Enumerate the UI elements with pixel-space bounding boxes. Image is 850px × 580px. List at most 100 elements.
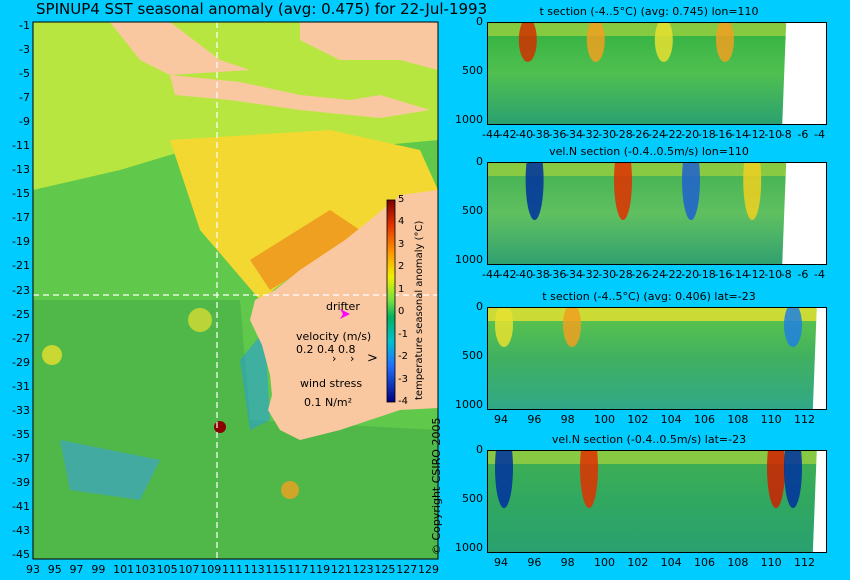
section-anomaly-feature: [563, 307, 581, 347]
section-depth-tick: 0: [476, 155, 483, 168]
section-x-tick: 98: [560, 413, 575, 426]
map-lat-tick-label: -11: [12, 139, 30, 153]
section-x-tick: 100: [594, 556, 615, 569]
map-lon-tick-label: 93: [26, 563, 40, 576]
map-lat-tick-label: -15: [12, 187, 30, 201]
section-anomaly-feature: [614, 162, 632, 220]
section-frame: [487, 450, 827, 553]
section-x-tick: -18: [697, 128, 716, 141]
map-lat-tick-label: -17: [12, 211, 30, 225]
section-x-tick: -34: [565, 128, 583, 141]
section-x-tick: 96: [527, 556, 542, 569]
section-x-tick: 98: [560, 556, 575, 569]
colorbar-tick-label: 1: [398, 283, 405, 295]
section-x-tick: 94: [494, 413, 508, 426]
section-x-tick: 112: [794, 556, 815, 569]
section-x-tick: -10: [764, 268, 783, 281]
section-land-mask: [812, 307, 827, 410]
map-hot-eddy: [214, 421, 226, 433]
map-eddy-2: [188, 308, 212, 332]
section-x-tick: -36: [548, 268, 567, 281]
section-x-tick: -40: [515, 128, 534, 141]
section-depth-tick: 500: [462, 349, 483, 363]
section-x-tick: 104: [660, 556, 682, 569]
section-x-tick: -6: [797, 128, 809, 141]
map-lat-tick-label: -35: [12, 427, 30, 441]
map-lat-tick-label: -9: [19, 115, 30, 129]
section-x-tick: -12: [747, 268, 766, 281]
section-depth-tick: 1000: [455, 398, 483, 412]
section-title: vel.N section (-0.4..0.5m/s) lat=-23: [551, 433, 747, 446]
section-land-mask: [812, 450, 827, 553]
colorbar-label: temperature seasonal anomaly (°C): [414, 220, 425, 400]
section-anomaly-feature: [716, 22, 734, 62]
legend-wind-scale: 0.1 N/m²: [304, 396, 353, 409]
section-x-tick: 110: [760, 413, 782, 426]
section-x-tick: -14: [731, 268, 749, 281]
section-depth-tick: 500: [462, 492, 483, 506]
map-lat-tick-label: -37: [12, 451, 30, 465]
map-lat-tick-label: -23: [12, 283, 30, 297]
section-x-tick: -8: [780, 128, 792, 141]
colorbar-tick-label: 5: [398, 194, 405, 205]
map-warm-core: [170, 130, 438, 300]
section-x-tick: -34: [565, 268, 583, 281]
section-x-tick: -28: [614, 128, 633, 141]
section-depth-tick: 1000: [455, 253, 483, 267]
section-x-tick: -4: [814, 128, 825, 141]
map-eddy-1: [42, 345, 62, 365]
map-lon-tick-label: 115: [265, 563, 287, 576]
map-lat-tick-label: -7: [19, 91, 30, 105]
legend-velocity-scale: 0.2 0.4 0.8: [296, 343, 356, 356]
colorbar-tick-label: -1: [398, 328, 408, 340]
map-lon-tick-label: 99: [91, 563, 106, 576]
map-lon-tick-label: 111: [222, 563, 243, 576]
section-x-tick: -8: [780, 268, 792, 281]
section-x-tick: 106: [694, 556, 715, 569]
section-x-tick: -10: [764, 128, 783, 141]
map-lon-tick-label: 97: [69, 563, 84, 576]
section-x-tick: -44: [482, 268, 500, 281]
section-anomaly-feature: [654, 22, 673, 62]
section-x-tick: 112: [794, 413, 815, 426]
map-title: SPINUP4 SST seasonal anomaly (avg: 0.475…: [36, 0, 488, 18]
legend-velocity-title: velocity (m/s): [296, 330, 372, 343]
map-lat-tick-label: -39: [12, 475, 30, 489]
map-lat-tick-label: -5: [19, 67, 30, 81]
section-depth-tick: 0: [476, 300, 483, 313]
map-land-java: [170, 75, 430, 118]
section-title: t section (-4..5°C) (avg: 0.406) lat=-23: [542, 290, 756, 303]
section-anomaly-feature: [784, 450, 802, 508]
section-x-tick: -44: [482, 128, 500, 141]
section-x-tick: -16: [714, 128, 733, 141]
colorbar-tick-label: -4: [398, 396, 408, 407]
map-lon-tick-label: 101: [113, 563, 135, 576]
colorbar-tick-label: -2: [398, 351, 408, 363]
section-depth-tick: 0: [476, 443, 483, 456]
colorbar: [386, 199, 396, 403]
section-surface-band: [487, 450, 817, 464]
section-land-mask: [782, 22, 827, 125]
colorbar-tick-label: 0: [398, 306, 405, 318]
section-x-tick: 108: [727, 413, 749, 426]
section-x-tick: -42: [498, 128, 517, 141]
section-x-tick: -20: [681, 268, 700, 281]
section-heatmap: [487, 307, 827, 410]
map-lat-tick-label: -27: [12, 331, 30, 345]
map-hot-band: [250, 210, 360, 290]
section-frame: [487, 307, 827, 410]
section-x-tick: -30: [598, 128, 617, 141]
section-depth-tick: 500: [462, 64, 483, 78]
map-lon-tick-label: 121: [330, 563, 352, 576]
section-anomaly-feature: [767, 450, 785, 508]
section-x-tick: -32: [581, 268, 600, 281]
section-frame: [487, 162, 827, 265]
map-lat-tick-label: -13: [12, 163, 30, 177]
map-lon-tick-label: 95: [47, 563, 62, 576]
section-anomaly-feature: [518, 22, 537, 62]
map-frame: [32, 21, 439, 560]
colorbar-tick-label: 3: [398, 238, 405, 250]
map-lat-tick-label: -45: [12, 548, 30, 561]
section-depth-tick: 500: [462, 204, 483, 218]
